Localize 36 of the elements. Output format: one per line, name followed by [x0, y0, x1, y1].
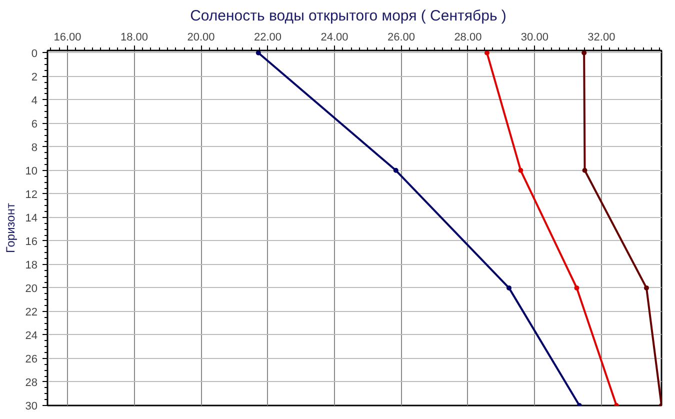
point	[393, 168, 398, 173]
y-tick-label: 0	[31, 48, 38, 60]
y-tick-label: 2	[31, 71, 38, 84]
y-tick-label: 12	[25, 188, 38, 201]
x-tick-label: 26.00	[387, 32, 415, 44]
point	[518, 168, 524, 173]
x-tick-label: 22.00	[254, 32, 282, 44]
y-tick-label: 24	[25, 330, 38, 342]
y-tick-label: 14	[25, 212, 38, 224]
x-tick-label: 28.00	[454, 32, 482, 44]
chart-title: Соленость воды открытого моря ( Сентябрь )	[190, 8, 506, 24]
y-tick-label: 16	[25, 236, 38, 248]
point	[506, 285, 512, 290]
y-tick-label: 28	[25, 376, 38, 389]
point	[484, 50, 490, 56]
x-tick-label: 30.00	[520, 32, 548, 44]
x-tick-label: 24.00	[320, 32, 348, 44]
y-tick-label: 18	[25, 259, 38, 272]
x-tick-label: 20.00	[187, 32, 215, 44]
point	[574, 285, 580, 290]
point	[582, 50, 587, 56]
y-axis-title: Горизонт	[3, 202, 18, 253]
point	[644, 285, 649, 290]
point	[582, 168, 588, 173]
y-tick-label: 6	[31, 118, 38, 130]
point	[256, 50, 261, 56]
y-tick-label: 4	[31, 94, 38, 107]
x-tick-label: 16.00	[54, 32, 82, 44]
y-tick-label: 8	[31, 142, 38, 154]
y-tick-label: 20	[25, 282, 38, 295]
y-tick-label: 10	[25, 165, 38, 178]
y-tick-label: 22	[25, 306, 38, 318]
y-tick-label: 26	[25, 353, 38, 366]
x-tick-label: 32.00	[588, 32, 616, 44]
y-tick-label: 30	[25, 400, 38, 412]
x-tick-label: 18.00	[120, 32, 148, 44]
